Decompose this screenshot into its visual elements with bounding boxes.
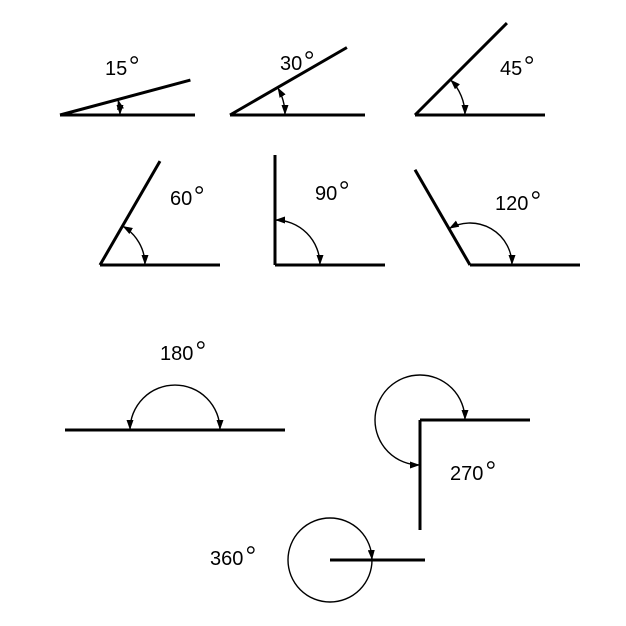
angle-30: 30 <box>230 48 365 116</box>
angle-180: 180 <box>65 342 285 430</box>
degree-symbol <box>198 342 204 348</box>
angle-arc <box>118 99 120 115</box>
angle-label: 270 <box>450 463 483 485</box>
degree-symbol <box>488 462 494 468</box>
degree-symbol <box>533 192 539 198</box>
degree-symbol <box>341 182 347 188</box>
ray-angle <box>415 170 470 265</box>
angle-270: 270 <box>375 375 530 530</box>
angle-120: 120 <box>415 170 580 265</box>
degree-symbol <box>526 57 532 63</box>
ray-angle <box>100 161 160 265</box>
angle-label: 360 <box>210 548 243 570</box>
angle-label: 45 <box>500 58 522 80</box>
angle-60: 60 <box>100 161 220 265</box>
angle-arc <box>450 80 465 115</box>
angle-arc <box>275 220 320 265</box>
angle-arc <box>278 88 285 116</box>
angle-arc <box>123 226 146 265</box>
angle-label: 30 <box>280 53 302 75</box>
degree-symbol <box>196 187 202 193</box>
angle-360: 360 <box>210 518 425 602</box>
angle-45: 45 <box>415 23 545 115</box>
angle-arc <box>130 385 220 430</box>
angle-label: 90 <box>315 183 337 205</box>
degree-symbol <box>248 547 254 553</box>
angle-label: 120 <box>495 193 528 215</box>
angle-label: 180 <box>160 343 193 365</box>
angle-90: 90 <box>275 155 385 265</box>
angle-label: 60 <box>170 188 192 210</box>
angle-15: 15 <box>60 57 195 115</box>
ray-angle <box>60 80 190 115</box>
degree-symbol <box>131 57 137 63</box>
degree-symbol <box>306 52 312 58</box>
angle-label: 15 <box>105 58 127 80</box>
ray-angle <box>415 23 507 115</box>
